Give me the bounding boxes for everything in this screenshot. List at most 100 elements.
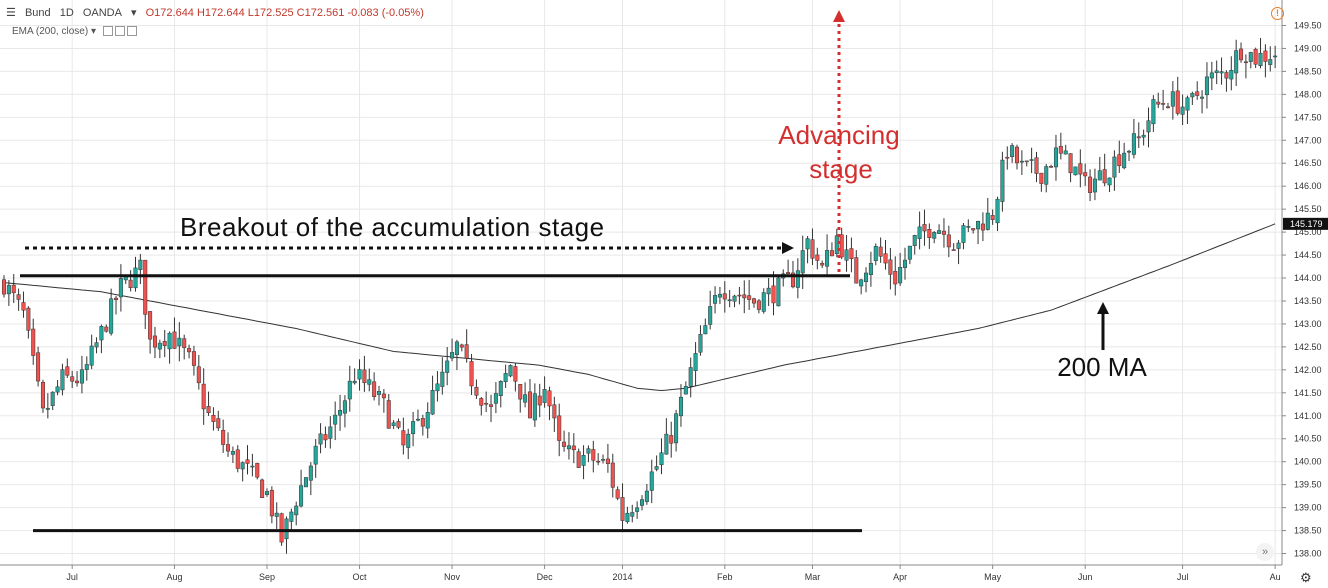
- chevron-down-icon[interactable]: ▾: [90, 26, 96, 37]
- candle-body: [713, 295, 718, 304]
- candle-body: [605, 458, 610, 464]
- candle-body: [825, 250, 830, 267]
- y-axis[interactable]: 149.50 149.00 148.50 148.00 147.50 147.00 146.…: [1281, 0, 1328, 588]
- interval[interactable]: 1D: [59, 7, 74, 19]
- candle-body: [1029, 159, 1034, 161]
- candle-body: [313, 445, 318, 465]
- y-tick-label: 138.50: [1294, 526, 1322, 536]
- candle-body: [493, 393, 498, 404]
- candle-body: [790, 272, 795, 288]
- candle-body: [576, 451, 581, 468]
- candle-body: [907, 245, 912, 260]
- candle-body: [235, 449, 240, 469]
- candle-body: [1015, 146, 1020, 164]
- candle-body: [1117, 154, 1122, 167]
- y-tick-label: 143.00: [1294, 319, 1322, 329]
- y-tick-label: 144.50: [1294, 250, 1322, 260]
- y-tick-label: 145.50: [1294, 204, 1322, 214]
- candle-body: [1000, 159, 1005, 202]
- candle-body: [693, 353, 698, 371]
- candle-body: [571, 445, 576, 451]
- candle-body: [1141, 134, 1146, 138]
- candle-body: [109, 298, 114, 334]
- candle-body: [279, 513, 284, 543]
- candle-body: [75, 380, 80, 384]
- candle-body: [990, 215, 995, 220]
- candle-body: [1146, 120, 1151, 133]
- candle-body: [1083, 172, 1088, 177]
- candle-body: [250, 465, 255, 468]
- candle-body: [708, 306, 713, 325]
- candle-body: [844, 249, 849, 261]
- candle-body: [21, 302, 26, 311]
- candle-body: [157, 342, 162, 350]
- candle-body: [591, 449, 596, 461]
- candle-body: [464, 344, 469, 359]
- candle-body: [683, 386, 688, 395]
- candle-body: [980, 223, 985, 231]
- candle-body: [226, 444, 231, 452]
- warning-icon[interactable]: !: [1271, 7, 1284, 20]
- annotations: Breakout of the accumulation stage Advanc…: [20, 10, 1147, 533]
- candle-body: [352, 380, 357, 384]
- eye-icon[interactable]: [102, 26, 113, 37]
- candle-body: [55, 386, 60, 393]
- candle-body: [357, 369, 362, 380]
- candle-body: [425, 412, 430, 429]
- ohlc-readout: O172.644 H172.644 L172.525 C172.561 -0.0…: [145, 7, 424, 19]
- settings-icon[interactable]: [114, 26, 125, 37]
- candle-body: [786, 272, 791, 275]
- close-icon[interactable]: [126, 26, 137, 37]
- candle-body: [527, 391, 532, 419]
- candle-body: [172, 331, 177, 349]
- candle-body: [1127, 150, 1132, 153]
- chart-menu-icon[interactable]: ☰: [6, 7, 16, 19]
- candle-body: [211, 414, 216, 422]
- candle-body: [89, 345, 94, 366]
- candle-body: [118, 278, 123, 298]
- chevron-down-icon[interactable]: ▾: [131, 7, 137, 19]
- x-tick-label: Mar: [805, 572, 821, 582]
- candle-body: [450, 352, 455, 359]
- symbol[interactable]: Bund: [24, 7, 51, 19]
- gear-icon[interactable]: ⚙: [1300, 570, 1312, 585]
- candle-body: [99, 326, 104, 341]
- candle-body: [469, 361, 474, 387]
- y-tick-label: 148.00: [1294, 89, 1322, 99]
- y-tick-label: 139.00: [1294, 503, 1322, 513]
- x-tick-label: Apr: [893, 572, 907, 582]
- candle-body: [1248, 52, 1253, 62]
- y-tick-label: 149.50: [1294, 20, 1322, 30]
- candle-body: [143, 259, 148, 315]
- indicator-legend[interactable]: EMA (200, close) ▾: [12, 26, 139, 37]
- candle-body: [420, 418, 425, 427]
- candle-body: [1078, 163, 1083, 175]
- candle-body: [547, 390, 552, 407]
- x-axis[interactable]: Jul Aug Sep Oct Nov Dec 2014 Feb Mar Apr May Jun Jul…: [0, 564, 1282, 582]
- candle-body: [922, 224, 927, 232]
- candle-body: [859, 279, 864, 287]
- scroll-right-icon[interactable]: »: [1256, 543, 1274, 561]
- candle-body: [498, 381, 503, 397]
- candle-body: [864, 272, 869, 282]
- candle-body: [508, 365, 513, 377]
- candle-body: [1219, 71, 1224, 74]
- candle-body: [1229, 69, 1234, 80]
- candle-body: [805, 238, 810, 250]
- y-tick-label: 142.00: [1294, 365, 1322, 375]
- candle-body: [1190, 93, 1195, 98]
- candle-body: [479, 398, 484, 406]
- candle-body: [961, 225, 966, 243]
- candle-body: [810, 239, 815, 259]
- x-tick-label: 2014: [613, 572, 633, 582]
- candle-body: [703, 325, 708, 335]
- candle-body: [274, 512, 279, 517]
- candle-body: [377, 391, 382, 395]
- candle-body: [79, 369, 84, 384]
- candle-body: [888, 259, 893, 275]
- candle-body: [518, 384, 523, 400]
- candles: [1, 37, 1278, 554]
- candle-body: [1034, 157, 1039, 174]
- candle-body: [752, 298, 757, 304]
